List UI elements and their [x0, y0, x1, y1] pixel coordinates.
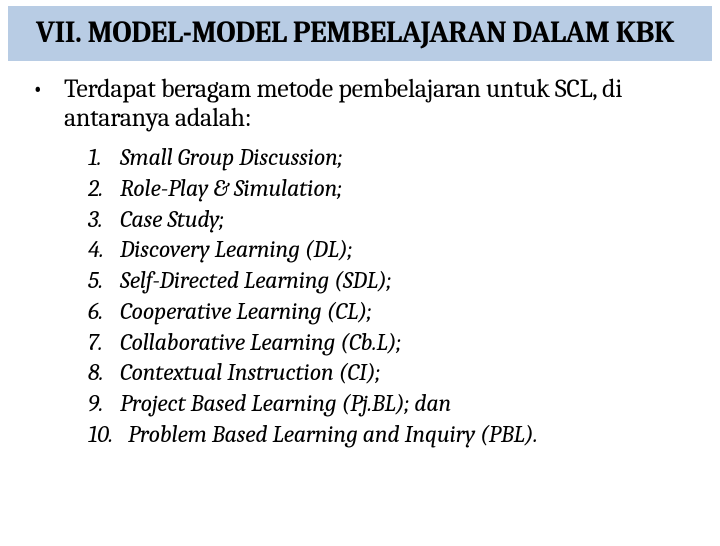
numbered-list: 1. Small Group Discussion; 2. Role-Play …	[30, 142, 690, 449]
list-item: 2. Role-Play & Simulation;	[88, 173, 690, 204]
item-text: Self-Directed Learning (SDL);	[120, 265, 391, 296]
item-text: Case Study;	[120, 204, 224, 235]
slide-title: VII. MODEL-MODEL PEMBELAJARAN DALAM KBK	[36, 16, 684, 51]
list-item: 1. Small Group Discussion;	[88, 142, 690, 173]
list-item: 7. Collaborative Learning (Cb.L);	[88, 327, 690, 358]
item-number: 10.	[88, 419, 128, 450]
item-number: 5.	[88, 265, 120, 296]
item-number: 7.	[88, 327, 120, 358]
item-text: Cooperative Learning (CL);	[120, 296, 372, 327]
item-text: Collaborative Learning (Cb.L);	[120, 327, 401, 358]
item-text: Project Based Learning (Pj.BL); dan	[120, 388, 451, 419]
item-number: 3.	[88, 204, 120, 235]
intro-text: Terdapat beragam metode pembelajaran unt…	[64, 75, 690, 135]
item-text: Discovery Learning (DL);	[120, 234, 352, 265]
list-item: 3. Case Study;	[88, 204, 690, 235]
title-bar: VII. MODEL-MODEL PEMBELAJARAN DALAM KBK	[8, 6, 712, 61]
item-number: 1.	[88, 142, 120, 173]
item-number: 8.	[88, 357, 120, 388]
list-item: 4. Discovery Learning (DL);	[88, 234, 690, 265]
list-item: 5. Self-Directed Learning (SDL);	[88, 265, 690, 296]
item-number: 4.	[88, 234, 120, 265]
item-number: 2.	[88, 173, 120, 204]
item-number: 6.	[88, 296, 120, 327]
list-item: 9. Project Based Learning (Pj.BL); dan	[88, 388, 690, 419]
content-area: • Terdapat beragam metode pembelajaran u…	[0, 61, 720, 450]
item-text: Small Group Discussion;	[120, 142, 342, 173]
item-number: 9.	[88, 388, 120, 419]
item-text: Problem Based Learning and Inquiry (PBL)…	[128, 419, 538, 450]
bullet-icon: •	[30, 75, 64, 105]
list-item: 10. Problem Based Learning and Inquiry (…	[88, 419, 690, 450]
intro-row: • Terdapat beragam metode pembelajaran u…	[30, 75, 690, 135]
slide-container: VII. MODEL-MODEL PEMBELAJARAN DALAM KBK …	[0, 6, 720, 546]
list-item: 6. Cooperative Learning (CL);	[88, 296, 690, 327]
item-text: Contextual Instruction (CI);	[120, 357, 380, 388]
item-text: Role-Play & Simulation;	[120, 173, 342, 204]
list-item: 8. Contextual Instruction (CI);	[88, 357, 690, 388]
